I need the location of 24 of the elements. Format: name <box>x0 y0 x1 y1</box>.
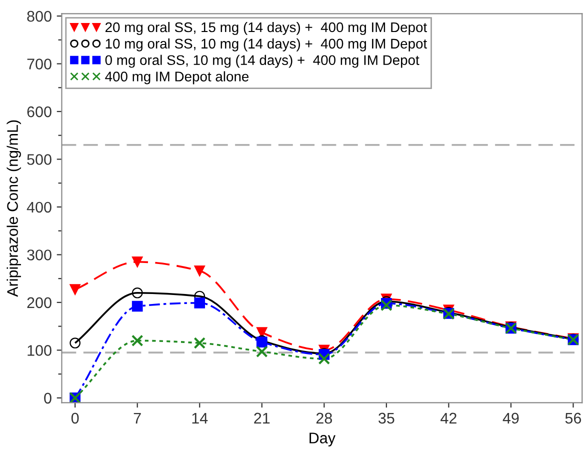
y-tick-label: 700 <box>27 58 52 70</box>
x-tick-label: 14 <box>192 412 208 424</box>
legend-label: 20 mg oral SS, 15 mg (14 days) + 400 mg IM Depot <box>105 22 427 35</box>
x-tick-label: 42 <box>440 412 456 424</box>
y-tick-label: 0 <box>44 392 52 404</box>
y-tick-label: 600 <box>27 106 52 118</box>
x-tick-label: 0 <box>71 412 79 424</box>
legend-label: 0 mg oral SS, 10 mg (14 days) + 400 mg IM Depot <box>105 54 420 68</box>
x-tick-label: 21 <box>254 412 270 424</box>
x-tick-label: 28 <box>316 412 332 424</box>
x-tick-label: 49 <box>502 412 519 424</box>
legend-label: 10 mg oral SS, 10 mg (14 days) + 400 mg IM Depot <box>106 38 427 52</box>
y-tick-label: 400 <box>26 202 52 213</box>
y-tick-label: 100 <box>28 345 52 356</box>
y-tick-label: 300 <box>27 250 52 260</box>
x-tick-label: 56 <box>565 412 582 424</box>
legend-label: 400 mg IM Depot alone <box>105 71 249 84</box>
y-tick-label: 200 <box>27 297 52 308</box>
x-axis-title: Day <box>310 432 336 446</box>
y-tick-label: 800 <box>27 10 52 22</box>
y-tick-label: 500 <box>27 154 52 165</box>
x-tick-label: 7 <box>134 412 141 424</box>
x-tick-label: 35 <box>378 412 394 424</box>
y-axis-title: Aripiprazole Conc (ng/mL) <box>6 120 21 297</box>
